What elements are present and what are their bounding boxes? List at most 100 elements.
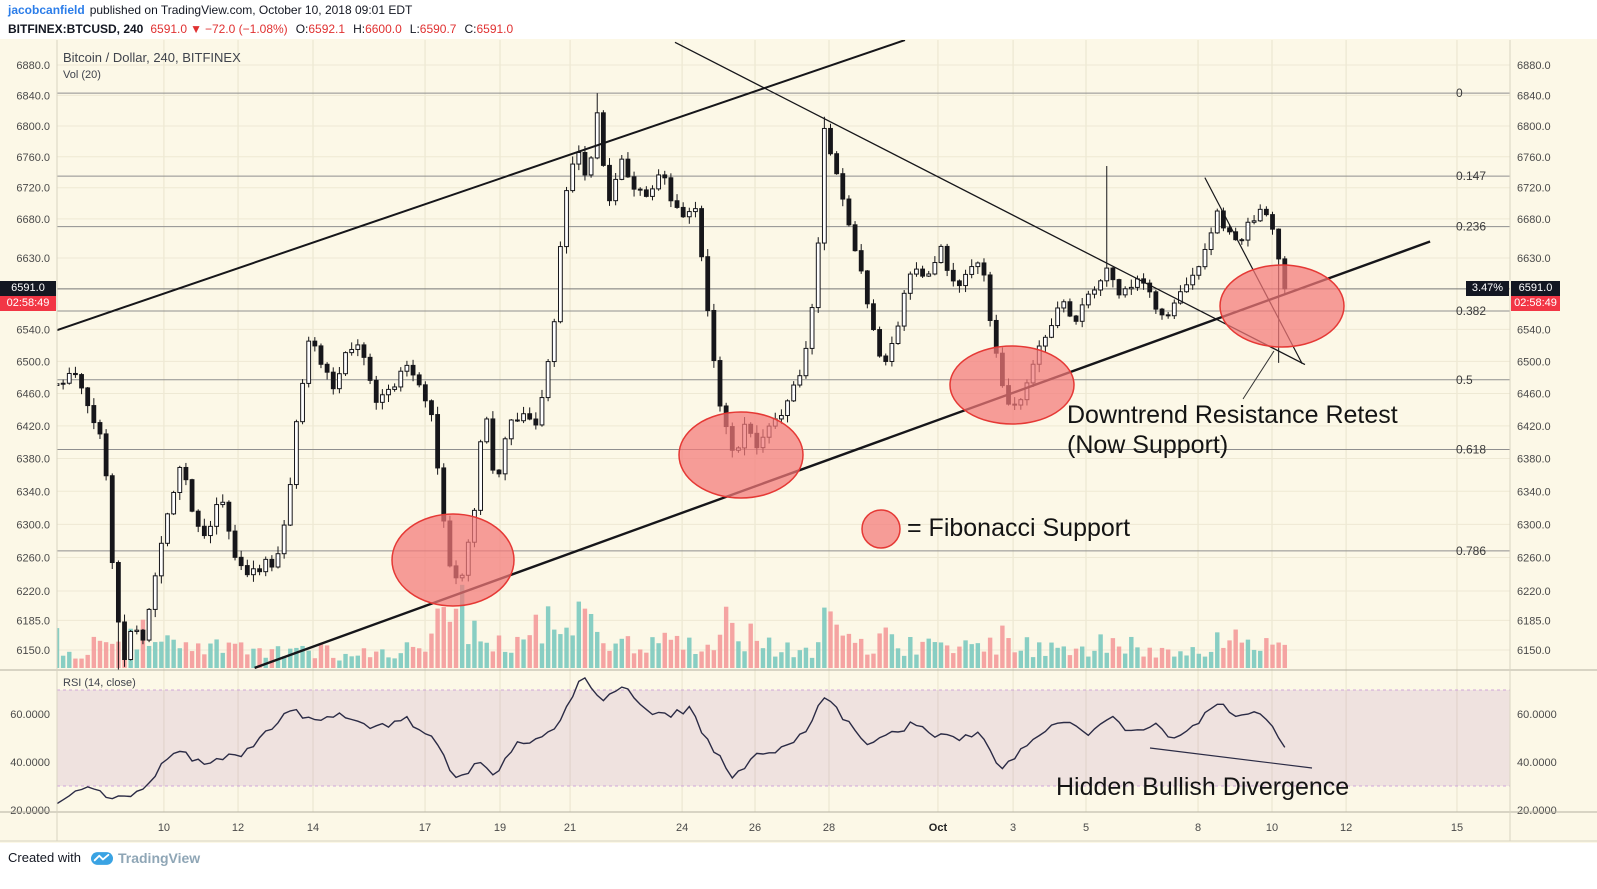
annotation-hidden-bullish-divergence[interactable]: Hidden Bullish Divergence <box>1056 773 1350 801</box>
svg-text:6680.0: 6680.0 <box>16 214 50 226</box>
svg-text:0.236: 0.236 <box>1456 220 1486 234</box>
svg-text:20.0000: 20.0000 <box>1517 805 1557 817</box>
volume-series <box>57 584 1287 668</box>
svg-text:6720.0: 6720.0 <box>1517 183 1551 195</box>
svg-text:14: 14 <box>307 822 319 834</box>
rsi-band <box>57 690 1510 786</box>
svg-text:6420.0: 6420.0 <box>1517 421 1551 433</box>
svg-text:40.0000: 40.0000 <box>10 757 50 769</box>
svg-text:6220.0: 6220.0 <box>16 586 50 598</box>
down-arrow-icon: ▼ <box>190 22 202 36</box>
svg-text:6380.0: 6380.0 <box>1517 454 1551 466</box>
symbol-name[interactable]: BITFINEX:BTCUSD, 240 <box>8 22 144 36</box>
volume-indicator-label: Vol (20) <box>63 69 101 81</box>
svg-text:6880.0: 6880.0 <box>1517 60 1551 72</box>
svg-text:12: 12 <box>232 822 244 834</box>
fib-support-ellipse <box>391 513 515 607</box>
svg-text:Oct: Oct <box>929 822 948 834</box>
svg-text:6500.0: 6500.0 <box>1517 356 1551 368</box>
symbol-last-price: 6591.0 <box>150 22 188 36</box>
svg-text:10: 10 <box>1266 822 1278 834</box>
last-price-badge-right: 6591.0 <box>1511 281 1560 296</box>
low-value: L:6590.7 <box>409 22 457 36</box>
svg-text:6340.0: 6340.0 <box>1517 486 1551 498</box>
tradingview-wordmark[interactable]: TradingView <box>117 850 201 866</box>
svg-text:17: 17 <box>419 822 431 834</box>
svg-text:6840.0: 6840.0 <box>16 90 50 102</box>
svg-text:20.0000: 20.0000 <box>10 805 50 817</box>
author-link[interactable]: jacobcanfield <box>8 3 85 17</box>
symbol-change: −72.0 (−1.08%) <box>204 22 288 36</box>
svg-text:12: 12 <box>1340 822 1352 834</box>
svg-text:19: 19 <box>494 822 506 834</box>
svg-text:6630.0: 6630.0 <box>16 253 50 265</box>
symbol-info-bar: BITFINEX:BTCUSD, 240 6591.0 ▼ −72.0 (−1.08%… <box>0 20 1597 39</box>
svg-text:6220.0: 6220.0 <box>1517 586 1551 598</box>
svg-text:0: 0 <box>1456 86 1463 100</box>
svg-text:0.786: 0.786 <box>1456 544 1486 558</box>
rsi-line <box>57 676 1286 805</box>
legend-circle <box>861 509 901 549</box>
annotation-fib-legend[interactable]: = Fibonacci Support <box>907 514 1131 542</box>
svg-text:6760.0: 6760.0 <box>16 152 50 164</box>
annotation-downtrend-retest[interactable]: Downtrend Resistance Retest (Now Support… <box>1067 400 1398 460</box>
svg-text:6720.0: 6720.0 <box>16 183 50 195</box>
svg-text:6260.0: 6260.0 <box>1517 553 1551 565</box>
svg-text:6800.0: 6800.0 <box>1517 121 1551 133</box>
change-percent-badge: 3.47% <box>1466 281 1509 296</box>
svg-text:6630.0: 6630.0 <box>1517 253 1551 265</box>
svg-text:6185.0: 6185.0 <box>16 615 50 627</box>
svg-text:6840.0: 6840.0 <box>1517 90 1551 102</box>
svg-text:0.5: 0.5 <box>1456 373 1473 387</box>
trendline-downtrend-resistance <box>674 41 1306 366</box>
created-with-text: Created with <box>8 850 81 865</box>
footer-bar: Created with TradingView <box>0 843 1597 889</box>
svg-text:6185.0: 6185.0 <box>1517 615 1551 627</box>
svg-text:6880.0: 6880.0 <box>16 60 50 72</box>
svg-text:0.618: 0.618 <box>1456 443 1486 457</box>
close-value: C:6591.0 <box>464 22 514 36</box>
svg-text:26: 26 <box>749 822 761 834</box>
publish-info-bar: jacobcanfield published on TradingView.co… <box>0 0 1597 20</box>
tradingview-logo-icon[interactable] <box>90 851 113 869</box>
svg-text:6150.0: 6150.0 <box>16 645 50 657</box>
chart-legend[interactable]: Bitcoin / Dollar, 240, BITFINEX Vol (20) <box>63 50 241 81</box>
open-value: O:6592.1 <box>295 22 346 36</box>
annotation-downtrend-line2: (Now Support) <box>1067 431 1229 459</box>
svg-text:15: 15 <box>1451 822 1463 834</box>
svg-text:6150.0: 6150.0 <box>1517 645 1551 657</box>
fib-support-ellipse <box>949 345 1075 425</box>
svg-text:21: 21 <box>564 822 576 834</box>
svg-text:6540.0: 6540.0 <box>1517 324 1551 336</box>
bar-countdown-badge-right: 02:58:49 <box>1511 296 1560 311</box>
svg-text:6760.0: 6760.0 <box>1517 152 1551 164</box>
svg-text:6800.0: 6800.0 <box>16 121 50 133</box>
svg-text:6300.0: 6300.0 <box>1517 519 1551 531</box>
axis-labels[interactable]: 6880.0 6880.0 6840.0 6840.0 6800.0 6800.0 6760… <box>10 60 1557 834</box>
fib-support-ellipses[interactable] <box>391 264 1345 607</box>
last-price-badge-left: 6591.0 <box>0 281 56 296</box>
annotation-downtrend-line1: Downtrend Resistance Retest <box>1067 401 1398 429</box>
svg-text:3: 3 <box>1010 822 1016 834</box>
svg-text:60.0000: 60.0000 <box>10 709 50 721</box>
svg-text:40.0000: 40.0000 <box>1517 757 1557 769</box>
svg-text:6540.0: 6540.0 <box>16 324 50 336</box>
svg-text:6340.0: 6340.0 <box>16 486 50 498</box>
fib-support-ellipse <box>1219 264 1345 348</box>
svg-text:60.0000: 60.0000 <box>1517 709 1557 721</box>
fib-support-ellipse <box>678 411 804 499</box>
svg-text:28: 28 <box>823 822 835 834</box>
svg-text:5: 5 <box>1083 822 1089 834</box>
svg-text:6500.0: 6500.0 <box>16 356 50 368</box>
svg-text:6300.0: 6300.0 <box>16 519 50 531</box>
svg-text:24: 24 <box>676 822 688 834</box>
svg-text:6380.0: 6380.0 <box>16 454 50 466</box>
rsi-indicator-label[interactable]: RSI (14, close) <box>63 677 136 689</box>
series-title: Bitcoin / Dollar, 240, BITFINEX <box>63 50 241 65</box>
svg-text:0.382: 0.382 <box>1456 304 1486 318</box>
bar-countdown-badge-left: 02:58:49 <box>0 296 56 311</box>
svg-text:8: 8 <box>1195 822 1201 834</box>
high-value: H:6600.0 <box>353 22 402 36</box>
